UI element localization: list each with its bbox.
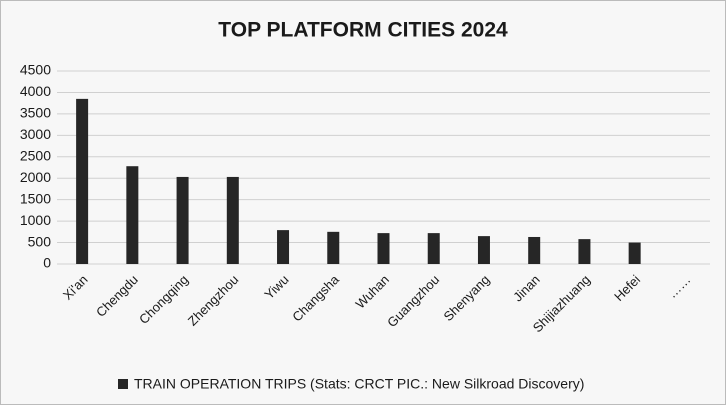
y-tick-label: 2000 (20, 169, 51, 185)
y-tick-label: 1000 (20, 212, 51, 228)
bar (427, 233, 440, 264)
y-tick-label: 3500 (20, 105, 51, 121)
y-tick-label: 500 (28, 233, 52, 249)
y-tick-label: 1500 (20, 190, 51, 206)
bar (226, 176, 239, 264)
y-tick-label: 3000 (20, 126, 51, 142)
bar (377, 233, 390, 264)
chart-title: TOP PLATFORM CITIES 2024 (218, 19, 508, 42)
y-tick-label: 2500 (20, 147, 51, 163)
y-tick-label: 0 (43, 255, 51, 271)
bar (578, 239, 591, 264)
bar (528, 236, 541, 264)
bar (76, 98, 89, 264)
bar (628, 242, 641, 264)
bar (327, 231, 340, 264)
bar (176, 176, 189, 264)
legend-label: TRAIN OPERATION TRIPS (Stats: CRCT PIC.:… (134, 376, 584, 392)
bar (477, 236, 490, 264)
y-tick-label: 4000 (20, 83, 51, 99)
bar (277, 230, 290, 264)
legend-swatch (118, 379, 128, 389)
y-tick-label: 4500 (20, 62, 51, 78)
bar (126, 166, 139, 264)
